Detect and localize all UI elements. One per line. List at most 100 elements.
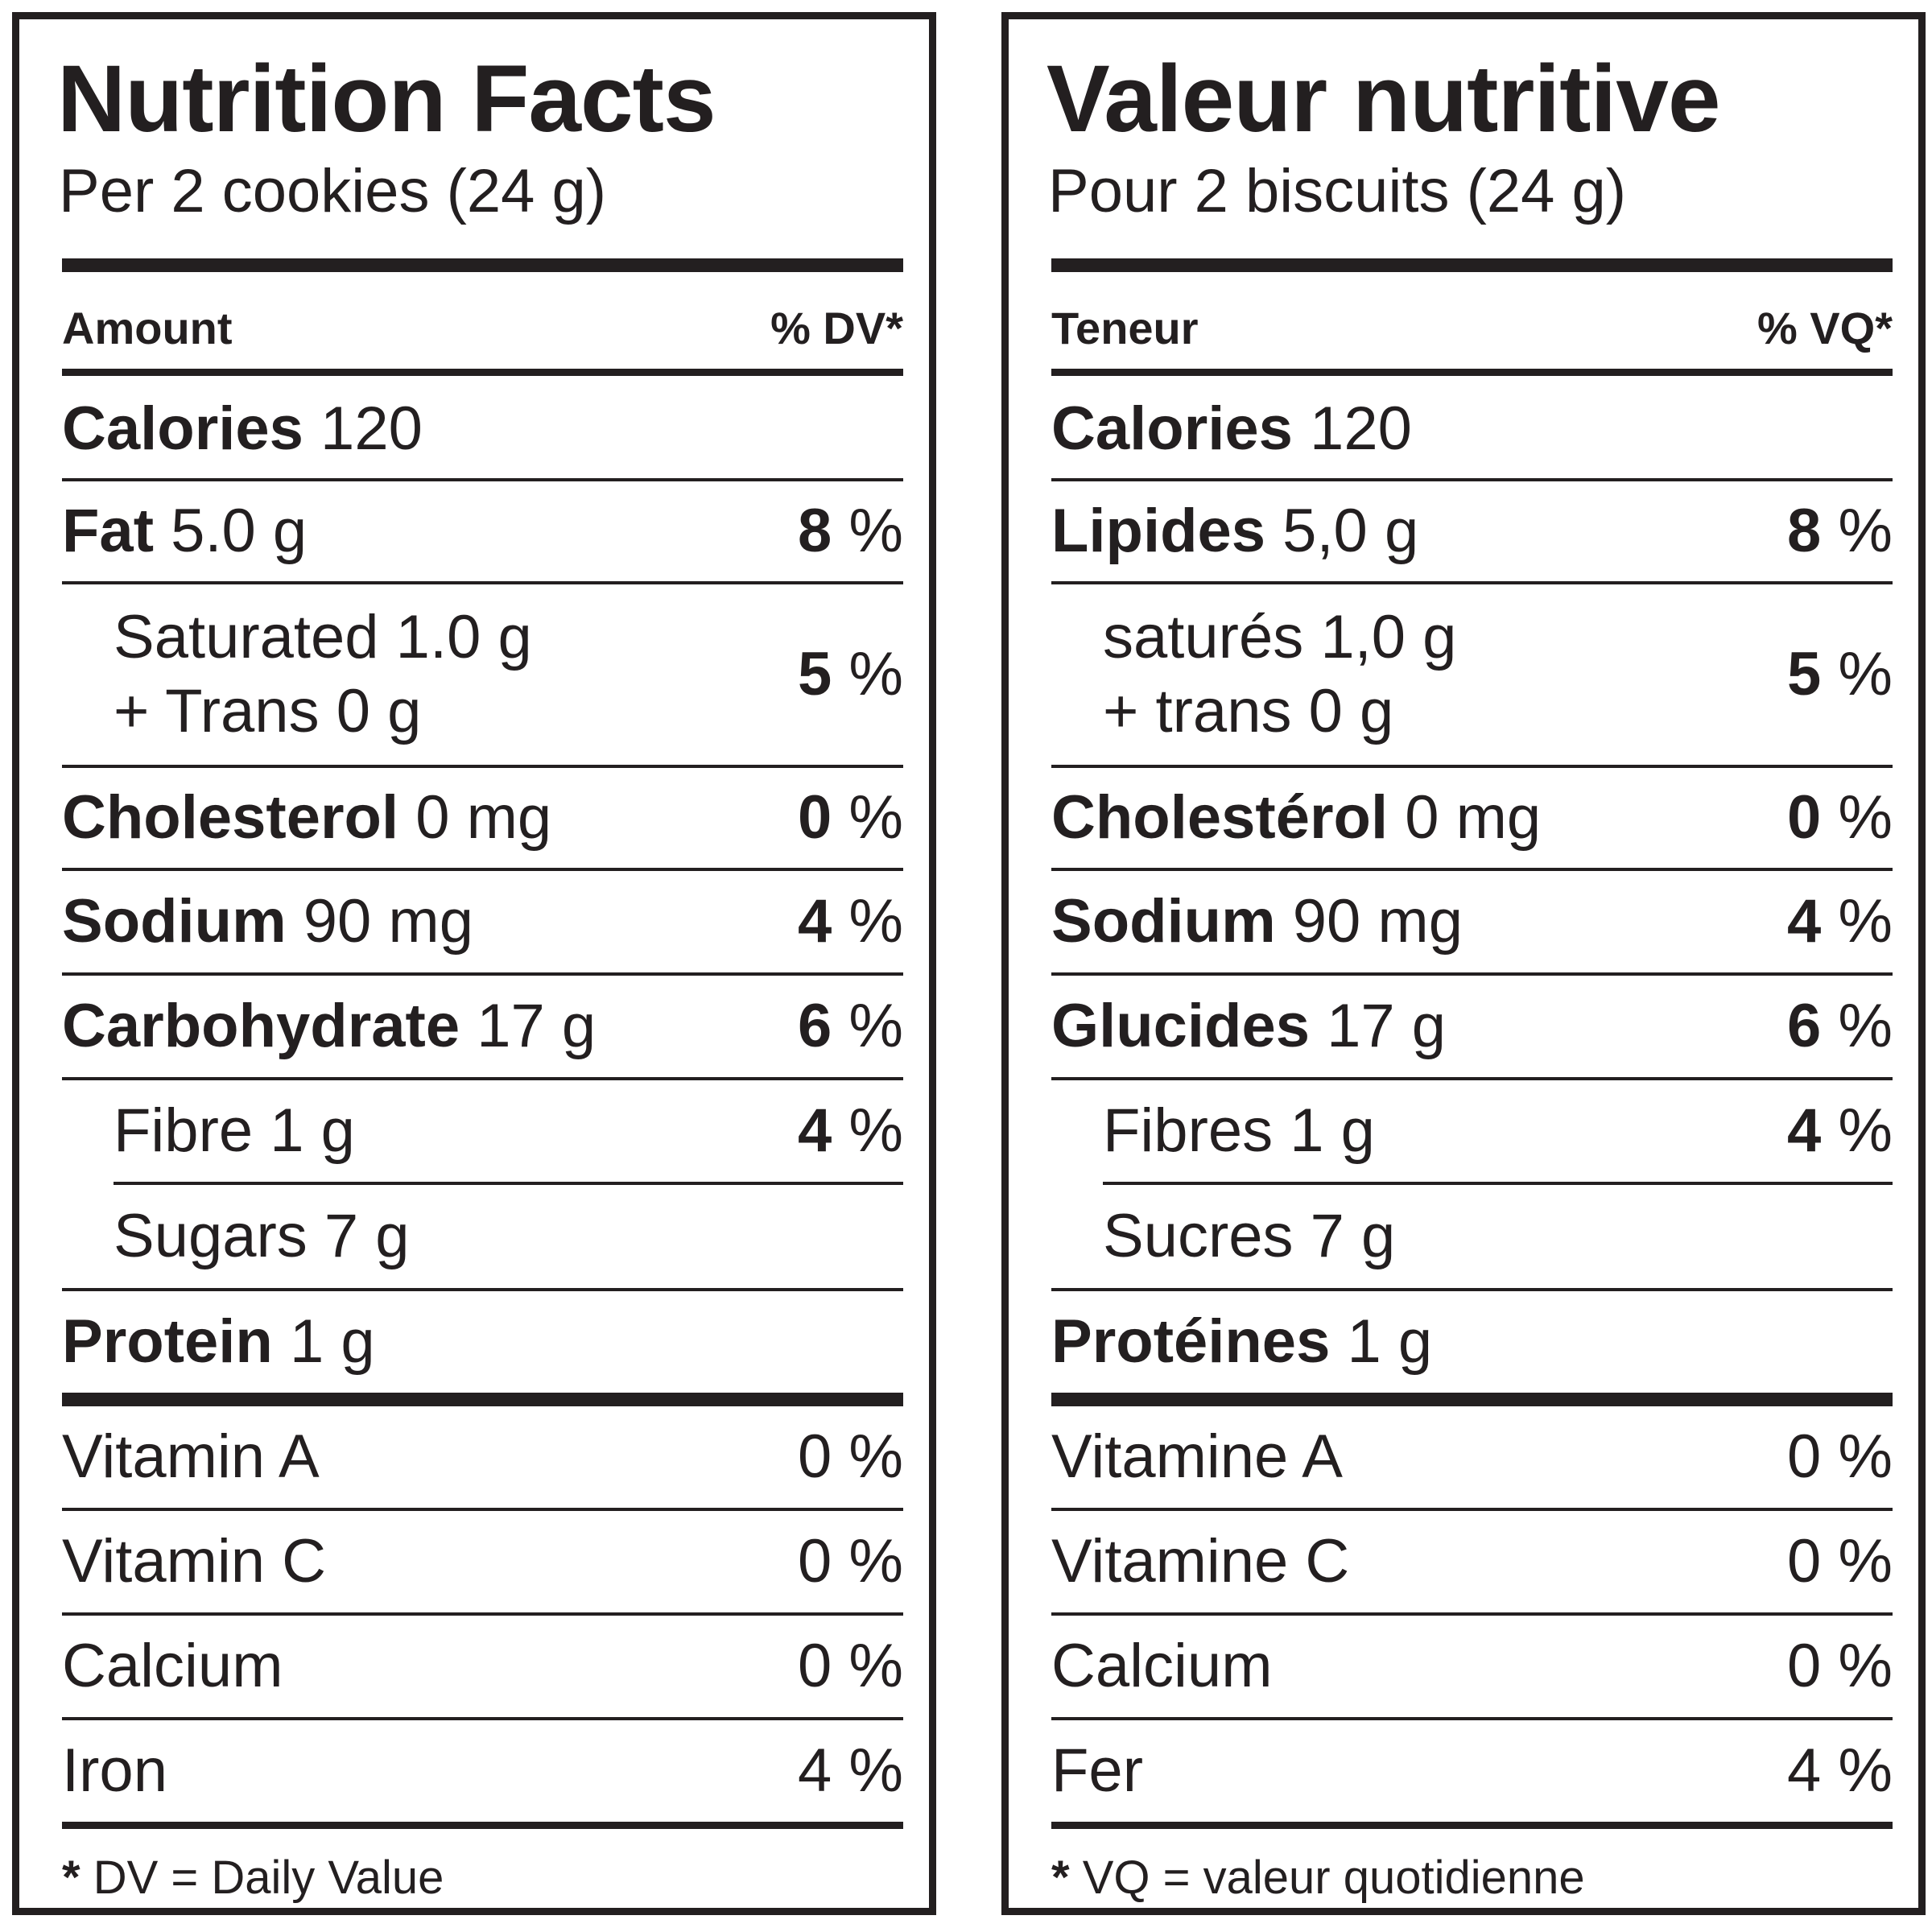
carbohydrate-label: Carbohydrate (62, 992, 460, 1060)
carbohydrate-row: Carbohydrate 17 g 6 % (62, 976, 903, 1077)
row-divider (1051, 1612, 1893, 1616)
fat-dv: 8 (1787, 497, 1822, 565)
percent-sign: % (848, 497, 903, 565)
footnote: * VQ = valeur quotidienne (1051, 1855, 1585, 1901)
cholesterol-label: Cholesterol (62, 783, 399, 852)
calcium-dv: 0 % (798, 1632, 903, 1700)
vitamin-c-label: Vitamin C (62, 1527, 327, 1596)
fat-amount: 5,0 g (1282, 497, 1419, 565)
panel-title: Valeur nutritive (1046, 46, 1721, 152)
vitamin-a-label: Vitamin A (62, 1422, 320, 1491)
row-divider (1051, 972, 1893, 976)
sodium-label: Sodium (1051, 887, 1276, 956)
protein-label: Protéines (1051, 1307, 1331, 1376)
saturated-line: saturés 1,0 g (1103, 603, 1457, 671)
protein-label: Protein (62, 1307, 273, 1376)
trans-line: + Trans 0 g (114, 677, 422, 745)
medium-divider (62, 1822, 903, 1829)
sodium-amount: 90 mg (303, 887, 474, 956)
fat-label: Lipides (1051, 497, 1266, 565)
row-divider (62, 1717, 903, 1720)
vitamin-a-row: Vitamine A 0 % (1051, 1406, 1893, 1508)
footnote-asterisk: * (1051, 1852, 1070, 1904)
medium-divider (1051, 1822, 1893, 1829)
fat-row: Fat 5.0 g 8 % (62, 481, 903, 581)
sodium-dv: 4 (1787, 887, 1822, 956)
vitamin-c-dv: 0 % (798, 1527, 903, 1596)
vitamin-a-row: Vitamin A 0 % (62, 1406, 903, 1508)
carbohydrate-row: Glucides 17 g 6 % (1051, 976, 1893, 1077)
nutrition-facts-panel-english: Nutrition Facts Per 2 cookies (24 g) Amo… (12, 12, 936, 1915)
cholesterol-amount: 0 mg (1405, 783, 1542, 852)
amount-header: Teneur (1051, 303, 1199, 353)
sugars-row: Sucres 7 g (1051, 1185, 1893, 1288)
footnote-asterisk: * (62, 1852, 80, 1904)
fat-label: Fat (62, 497, 154, 565)
iron-label: Fer (1051, 1736, 1143, 1805)
calories-label: Calories (62, 394, 303, 463)
sugars-row: Sugars 7 g (62, 1185, 903, 1288)
sugars-label: Sucres 7 g (1103, 1202, 1396, 1270)
row-divider (62, 478, 903, 481)
calcium-label: Calcium (1051, 1632, 1273, 1700)
carbohydrate-dv: 6 (1787, 992, 1822, 1060)
carbohydrate-dv: 6 (798, 992, 832, 1060)
nutrition-facts-panel-french: Valeur nutritive Pour 2 biscuits (24 g) … (1001, 12, 1926, 1915)
sodium-row: Sodium 90 mg 4 % (1051, 871, 1893, 972)
iron-label: Iron (62, 1736, 167, 1805)
amount-header: Amount (62, 303, 233, 353)
serving-size: Pour 2 biscuits (24 g) (1048, 157, 1627, 225)
row-divider (62, 972, 903, 976)
vitamin-a-dv: 0 % (1787, 1422, 1893, 1491)
percent-sign: % (1838, 887, 1893, 956)
percent-sign: % (1838, 497, 1893, 565)
fat-dv: 8 (798, 497, 832, 565)
vitamin-c-row: Vitamine C 0 % (1051, 1511, 1893, 1612)
calories-value: 120 (1310, 394, 1412, 463)
percent-sign: % (1838, 783, 1893, 852)
row-divider (1051, 478, 1893, 481)
medium-divider (62, 369, 903, 376)
percent-sign: % (848, 887, 903, 956)
fibre-label: Fibre 1 g (114, 1096, 355, 1165)
fibre-label: Fibres 1 g (1103, 1096, 1375, 1165)
percent-sign: % (848, 783, 903, 852)
cholesterol-row: Cholesterol 0 mg 0 % (62, 768, 903, 868)
protein-amount: 1 g (1347, 1307, 1433, 1376)
saturated-trans-row: saturés 1,0 g + trans 0 g 5 % (1051, 584, 1893, 765)
percent-sign: % (848, 640, 903, 708)
carbohydrate-amount: 17 g (477, 992, 597, 1060)
protein-amount: 1 g (289, 1307, 375, 1376)
medium-divider (1051, 369, 1893, 376)
row-divider (62, 1288, 903, 1291)
calories-row: Calories 120 (62, 380, 903, 478)
column-header-row: Teneur % VQ* (1051, 291, 1893, 365)
fibre-dv: 4 (798, 1096, 832, 1165)
indented-divider (1103, 1182, 1893, 1185)
sodium-amount: 90 mg (1292, 887, 1463, 956)
calories-value: 120 (320, 394, 423, 463)
iron-row: Iron 4 % (62, 1720, 903, 1822)
calcium-label: Calcium (62, 1632, 283, 1700)
protein-row: Protéines 1 g (1051, 1291, 1893, 1393)
vitamin-c-dv: 0 % (1787, 1527, 1893, 1596)
row-divider (1051, 1288, 1893, 1291)
percent-sign: % (1838, 1096, 1893, 1165)
fat-row: Lipides 5,0 g 8 % (1051, 481, 1893, 581)
row-divider (1051, 1077, 1893, 1080)
trans-line: + trans 0 g (1103, 677, 1394, 745)
row-divider (1051, 868, 1893, 871)
calories-row: Calories 120 (1051, 380, 1893, 478)
row-divider (1051, 1508, 1893, 1511)
iron-dv: 4 % (1787, 1736, 1893, 1805)
row-divider (62, 868, 903, 871)
percent-sign: % (848, 992, 903, 1060)
saturated-dv: 5 (1787, 640, 1822, 708)
cholesterol-dv: 0 (798, 783, 832, 852)
row-divider (62, 581, 903, 584)
vitamin-c-row: Vitamin C 0 % (62, 1511, 903, 1612)
cholesterol-dv: 0 (1787, 783, 1822, 852)
percent-sign: % (848, 1096, 903, 1165)
row-divider (1051, 765, 1893, 768)
sugars-label: Sugars 7 g (114, 1202, 410, 1270)
